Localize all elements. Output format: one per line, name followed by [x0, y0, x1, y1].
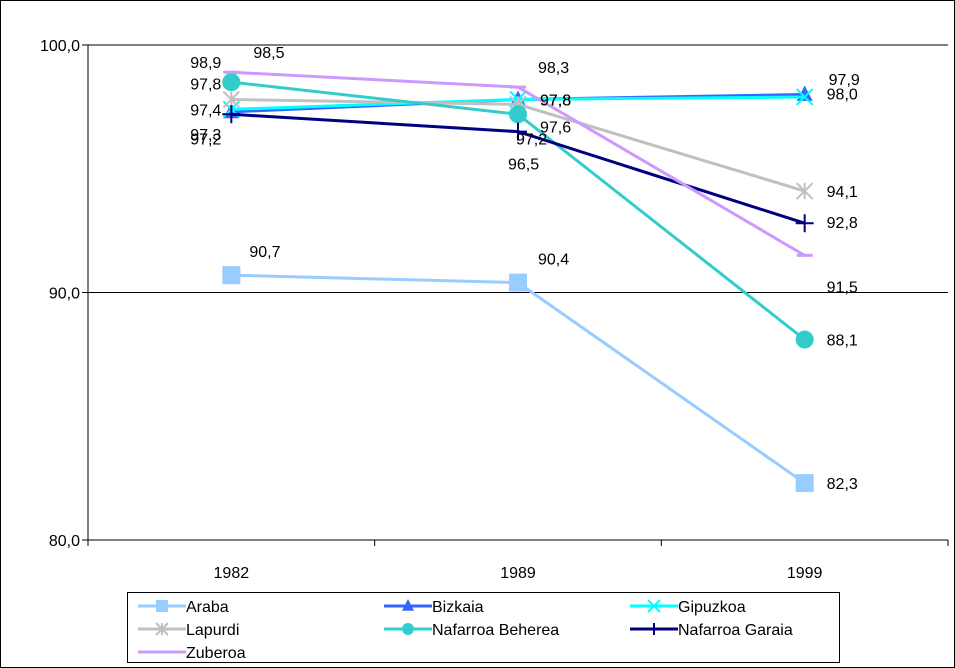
legend-item-0: Araba	[138, 599, 229, 616]
data-label-5-2: 92,8	[827, 215, 858, 232]
legend-marker-3	[155, 622, 169, 636]
data-label-0-1: 90,4	[538, 252, 569, 269]
data-label-4-1: 97,2	[516, 131, 547, 148]
legend-item-4: Nafarroa Beherea	[384, 622, 559, 639]
legend-box	[127, 592, 840, 663]
legend-marker-4	[402, 623, 414, 635]
x-tick-label-2: 1999	[787, 565, 823, 582]
data-label-6-1: 98,3	[538, 60, 569, 77]
legend-label-2: Gipuzkoa	[678, 599, 746, 616]
point-3-2	[795, 182, 814, 200]
point-3-0	[222, 90, 241, 109]
legend-item-2: Gipuzkoa	[630, 599, 746, 616]
point-0-2	[795, 474, 814, 493]
data-label-4-2: 88,1	[827, 333, 858, 350]
legend-label-5: Nafarroa Garaia	[678, 622, 793, 639]
legend-marker-2	[647, 599, 661, 613]
data-label-6-2: 91,5	[827, 279, 858, 296]
legend-item-1: Bizkaia	[384, 599, 484, 616]
y-tick-label-1: 90,0	[49, 286, 80, 303]
data-label-4-0: 98,5	[253, 45, 284, 62]
legend-label-4: Nafarroa Beherea	[432, 622, 559, 639]
legend-label-0: Araba	[186, 599, 229, 616]
data-label-1-0: 97,3	[190, 127, 221, 144]
data-label-5-1: 96,5	[508, 157, 539, 174]
point-0-0	[222, 266, 241, 285]
point-0-1	[509, 273, 527, 292]
data-label-5-0: 97,2	[190, 131, 221, 148]
data-label-0-2: 82,3	[827, 476, 858, 493]
legend-label-3: Lapurdi	[186, 622, 239, 639]
x-tick-label-0: 1982	[214, 565, 250, 582]
legend-label-1: Bizkaia	[432, 599, 484, 616]
data-label-3-1: 97,6	[540, 119, 571, 136]
point-2-2	[795, 88, 814, 106]
data-label-6-0: 98,9	[190, 55, 221, 72]
data-label-2-1: 97,8	[540, 92, 571, 109]
legend-marker-1	[402, 599, 414, 611]
data-label-3-2: 94,1	[827, 184, 858, 201]
data-label-1-1: 97,8	[540, 92, 571, 109]
point-4-2	[795, 330, 814, 349]
data-label-2-0: 97,4	[190, 102, 221, 119]
data-label-2-2: 97,9	[829, 72, 860, 89]
point-4-0	[222, 73, 241, 92]
legend-marker-0	[156, 600, 168, 612]
legend-label-6: Zuberoa	[186, 645, 246, 662]
point-5-0	[222, 105, 241, 124]
y-tick-label-2: 100,0	[40, 38, 80, 55]
y-tick-label-0: 80,0	[49, 533, 80, 550]
legend-item-5: Nafarroa Garaia	[630, 622, 793, 639]
legend-item-6: Zuberoa	[138, 645, 246, 662]
point-5-1	[509, 122, 527, 141]
x-tick-label-1: 1989	[500, 565, 536, 582]
data-label-1-2: 98,0	[827, 87, 858, 104]
legend-marker-5	[648, 623, 660, 635]
point-4-1	[509, 105, 527, 124]
data-label-3-0: 97,8	[190, 76, 221, 93]
data-label-0-0: 90,7	[249, 244, 280, 261]
legend-item-3: Lapurdi	[138, 622, 239, 639]
point-5-2	[795, 214, 814, 233]
